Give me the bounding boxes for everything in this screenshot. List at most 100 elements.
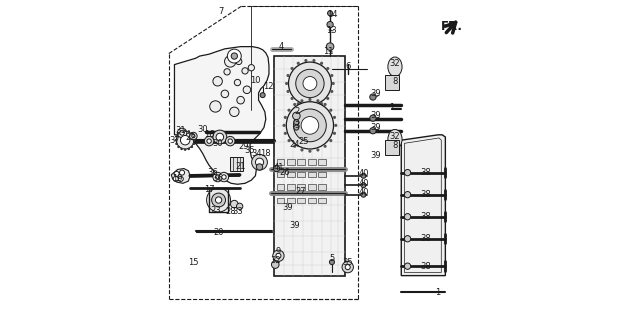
Text: 39: 39 [371,112,381,120]
Ellipse shape [388,57,402,77]
Text: 29: 29 [239,142,249,151]
Circle shape [207,139,211,143]
Text: 40: 40 [358,179,369,188]
Bar [287,172,295,177]
Circle shape [193,135,195,138]
Text: 1: 1 [435,288,441,297]
Text: 4: 4 [279,42,284,51]
Circle shape [328,11,333,16]
Circle shape [370,128,376,134]
Circle shape [289,62,332,105]
Circle shape [287,139,291,142]
Circle shape [320,102,323,105]
Circle shape [174,171,179,176]
Text: 40: 40 [358,188,369,197]
Bar [287,198,295,203]
Circle shape [177,131,194,149]
Circle shape [297,62,300,65]
Circle shape [207,188,230,212]
Text: 17: 17 [204,185,214,194]
Circle shape [327,21,333,28]
Text: 39: 39 [282,203,293,212]
Circle shape [175,135,178,138]
Bar [385,140,399,155]
Text: 26: 26 [280,168,290,177]
Circle shape [308,98,312,101]
Bar [287,159,295,165]
Text: 35: 35 [342,258,353,266]
Text: 12: 12 [263,82,273,91]
Circle shape [287,90,289,93]
Bar [276,184,284,190]
Bar [276,198,284,203]
Text: 30: 30 [212,139,223,148]
Circle shape [286,102,333,149]
Circle shape [292,112,300,120]
Text: 3: 3 [294,121,300,130]
Text: 31: 31 [175,126,186,135]
Circle shape [180,135,190,145]
Circle shape [252,154,268,170]
Text: 13: 13 [326,26,337,35]
Circle shape [296,69,324,98]
Circle shape [216,175,220,179]
Circle shape [177,146,180,148]
Circle shape [175,139,177,141]
Text: 6: 6 [345,62,351,71]
Circle shape [243,86,251,94]
Circle shape [404,192,411,198]
Polygon shape [172,169,190,183]
Circle shape [191,146,193,148]
Text: 16: 16 [204,130,214,139]
Circle shape [361,192,366,197]
Circle shape [212,193,225,207]
Circle shape [216,197,221,203]
Circle shape [192,135,195,138]
Circle shape [294,120,299,125]
Text: 10: 10 [250,76,260,85]
Circle shape [293,103,296,106]
Circle shape [236,58,242,65]
Text: 8: 8 [392,77,397,86]
Circle shape [180,148,183,150]
Circle shape [304,105,307,108]
Text: 39: 39 [371,89,381,98]
Circle shape [175,142,178,145]
Circle shape [193,139,196,141]
Circle shape [276,253,281,258]
Circle shape [301,117,319,134]
Text: 18: 18 [260,149,271,158]
Bar [298,159,305,165]
Circle shape [303,77,317,90]
Text: 25: 25 [298,137,309,146]
Circle shape [179,176,183,181]
Text: 38: 38 [420,234,431,243]
Text: 39: 39 [371,152,381,160]
Circle shape [291,97,294,100]
Bar [276,172,284,177]
Text: 7: 7 [218,8,223,16]
Circle shape [188,148,190,150]
Polygon shape [175,47,269,184]
Circle shape [271,261,279,268]
Circle shape [404,236,411,242]
Circle shape [329,109,332,112]
Circle shape [326,67,330,70]
Circle shape [291,67,294,70]
Circle shape [230,200,238,208]
Circle shape [370,94,376,100]
Circle shape [370,115,376,121]
Circle shape [300,148,303,152]
Text: 38: 38 [420,262,431,271]
Text: 41: 41 [273,163,284,172]
Circle shape [312,105,316,108]
Bar [308,159,316,165]
Circle shape [225,136,235,146]
Text: 35: 35 [244,146,255,155]
Text: 14: 14 [327,10,337,19]
Circle shape [210,101,221,112]
Polygon shape [230,157,243,171]
Text: 24: 24 [289,140,300,149]
Circle shape [177,132,180,135]
Circle shape [216,133,223,141]
